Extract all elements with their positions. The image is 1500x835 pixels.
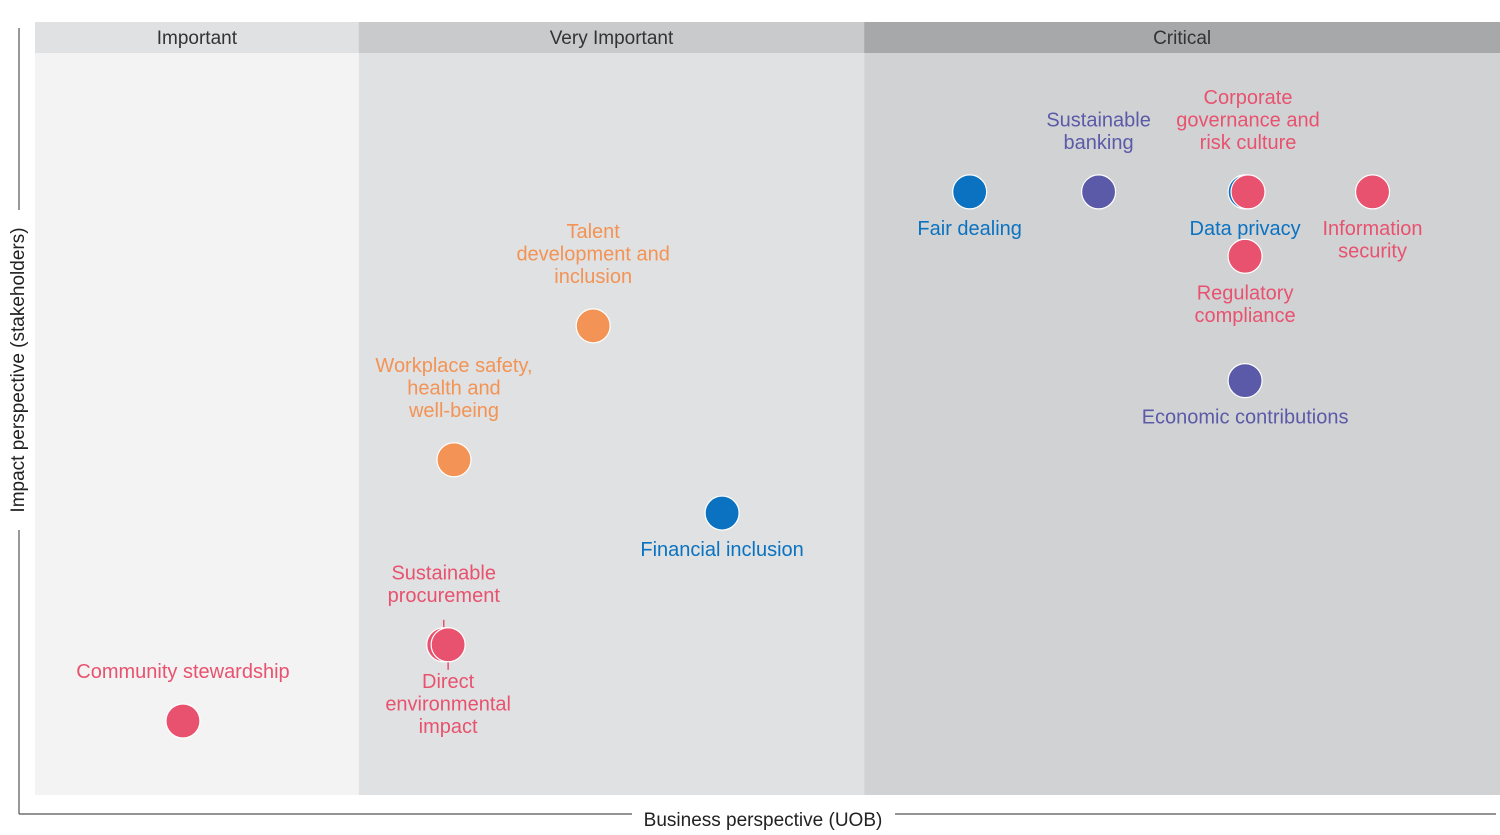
point-fair-dealing: Fair dealing — [917, 174, 1022, 240]
label-regulatory-compliance-line-2: compliance — [1195, 305, 1296, 327]
marker-regulatory-compliance — [1227, 238, 1263, 274]
label-fair-dealing: Fair dealing — [917, 218, 1022, 240]
zone-very-important — [358, 22, 865, 795]
label-corporate-governance-and-risk-culture-line-3: risk culture — [1200, 132, 1297, 154]
label-sustainable-procurement-line-1: Sustainable — [391, 562, 496, 584]
label-direct-environmental-impact-line-1: Direct — [422, 671, 475, 693]
zone-label-important: Important — [157, 28, 238, 49]
zone-header-important — [35, 22, 359, 53]
zone-label-very-important: Very Important — [550, 28, 674, 49]
zone-critical — [864, 22, 1500, 795]
marker-sustainable-banking — [1080, 174, 1117, 210]
label-direct-environmental-impact-line-2: environmental — [385, 693, 511, 715]
label-regulatory-compliance-line-1: Regulatory — [1197, 282, 1294, 304]
label-talent-development-and-inclusion-line-1: Talent — [566, 221, 620, 243]
label-information-security-line-2: security — [1338, 240, 1407, 262]
label-data-privacy: Data privacy — [1190, 218, 1301, 240]
marker-economic-contributions — [1227, 363, 1263, 399]
marker-direct-environmental-impact — [430, 627, 466, 663]
zone-header-critical — [864, 22, 1500, 53]
zone-header-very-important — [358, 22, 865, 53]
point-economic-contributions: Economic contributions — [1142, 363, 1349, 429]
marker-information-security — [1354, 174, 1391, 210]
point-community-stewardship: Community stewardship — [76, 661, 290, 739]
marker-community-stewardship — [165, 703, 201, 739]
y-axis-label: Impact perspective (stakeholders) — [8, 227, 29, 512]
label-corporate-governance-and-risk-culture-line-1: Corporate — [1204, 87, 1293, 109]
zone-headers-layer: Important Very Important Critical — [35, 22, 1500, 53]
label-direct-environmental-impact-line-3: impact — [419, 716, 478, 738]
label-information-security-line-1: Information — [1323, 218, 1423, 240]
zones-layer — [35, 22, 1500, 795]
points-layer: Community stewardshipSustainableprocurem… — [76, 87, 1423, 739]
zone-label-critical: Critical — [1153, 28, 1211, 49]
label-financial-inclusion: Financial inclusion — [640, 539, 803, 561]
label-sustainable-banking-line-1: Sustainable — [1046, 109, 1151, 131]
marker-talent-development-and-inclusion — [575, 308, 611, 344]
label-economic-contributions: Economic contributions — [1142, 407, 1349, 429]
label-talent-development-and-inclusion-line-3: inclusion — [554, 266, 632, 288]
label-sustainable-procurement-line-2: procurement — [388, 585, 501, 607]
label-workplace-safety-health-and-well-being-line-1: Workplace safety, — [375, 355, 532, 377]
label-community-stewardship: Community stewardship — [76, 661, 289, 683]
zone-important — [35, 22, 359, 795]
label-talent-development-and-inclusion-line-2: development and — [516, 243, 669, 265]
label-workplace-safety-health-and-well-being-line-2: health and — [407, 377, 500, 399]
point-financial-inclusion: Financial inclusion — [640, 495, 804, 561]
axes-layer: Business perspective (UOB) Impact perspe… — [8, 28, 1496, 831]
label-corporate-governance-and-risk-culture-line-2: governance and — [1176, 109, 1319, 131]
marker-fair-dealing — [952, 174, 988, 210]
x-axis-label: Business perspective (UOB) — [644, 810, 883, 831]
marker-financial-inclusion — [704, 495, 740, 531]
label-sustainable-banking-line-2: banking — [1064, 132, 1134, 154]
marker-corporate-governance-and-risk-culture — [1230, 174, 1266, 210]
marker-workplace-safety-health-and-well-being — [436, 442, 472, 478]
label-workplace-safety-health-and-well-being-line-3: well-being — [408, 400, 499, 422]
